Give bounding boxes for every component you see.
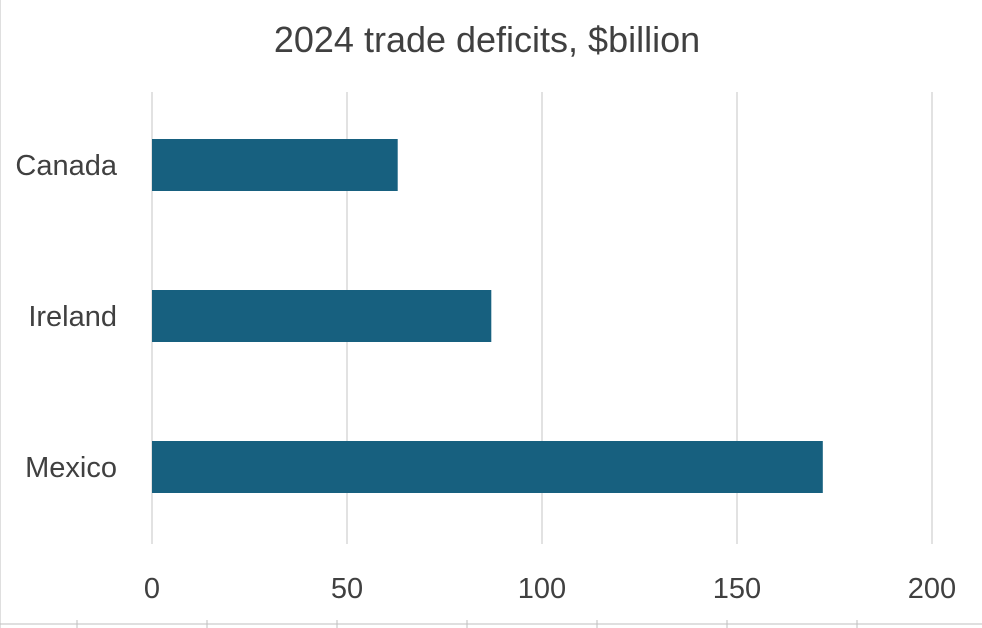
x-tick-label-100: 100 [518, 573, 566, 605]
x-axis-tick-labels: 0 50 100 150 200 [144, 573, 956, 605]
bars [152, 139, 823, 493]
category-label-canada: Canada [15, 150, 117, 182]
x-tick-label-200: 200 [908, 573, 956, 605]
x-tick-label-150: 150 [713, 573, 761, 605]
bar-mexico [152, 441, 823, 493]
category-label-ireland: Ireland [28, 301, 117, 333]
chart-title: 2024 trade deficits, $billion [274, 19, 700, 60]
x-tick-label-50: 50 [331, 573, 363, 605]
category-label-mexico: Mexico [25, 452, 117, 484]
bar-canada [152, 139, 398, 191]
bar-ireland [152, 290, 492, 342]
x-tick-label-0: 0 [144, 573, 160, 605]
category-labels: Canada Ireland Mexico [15, 150, 117, 484]
